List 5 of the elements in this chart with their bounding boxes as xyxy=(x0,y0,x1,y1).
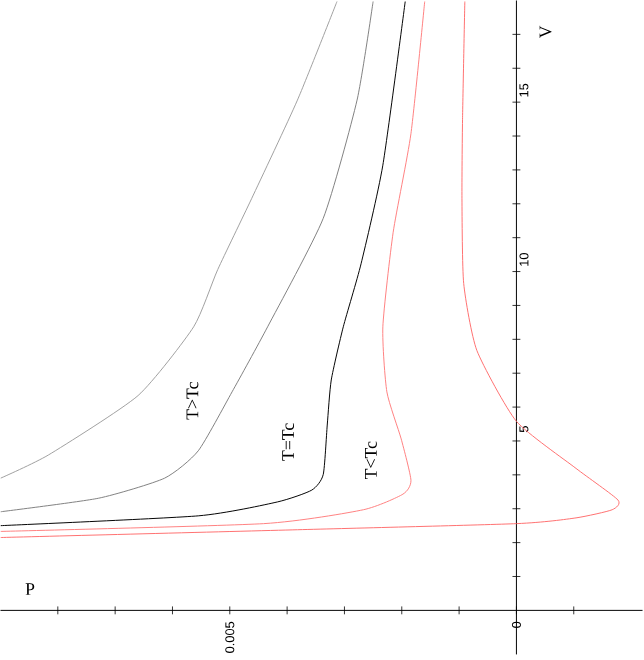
x-axis-title: P xyxy=(26,583,35,595)
annotation: T>Tc xyxy=(187,382,199,420)
y-axis-title: V xyxy=(540,25,553,39)
annotation: T<Tc xyxy=(365,441,378,480)
annotation: T=Tc xyxy=(282,423,295,461)
